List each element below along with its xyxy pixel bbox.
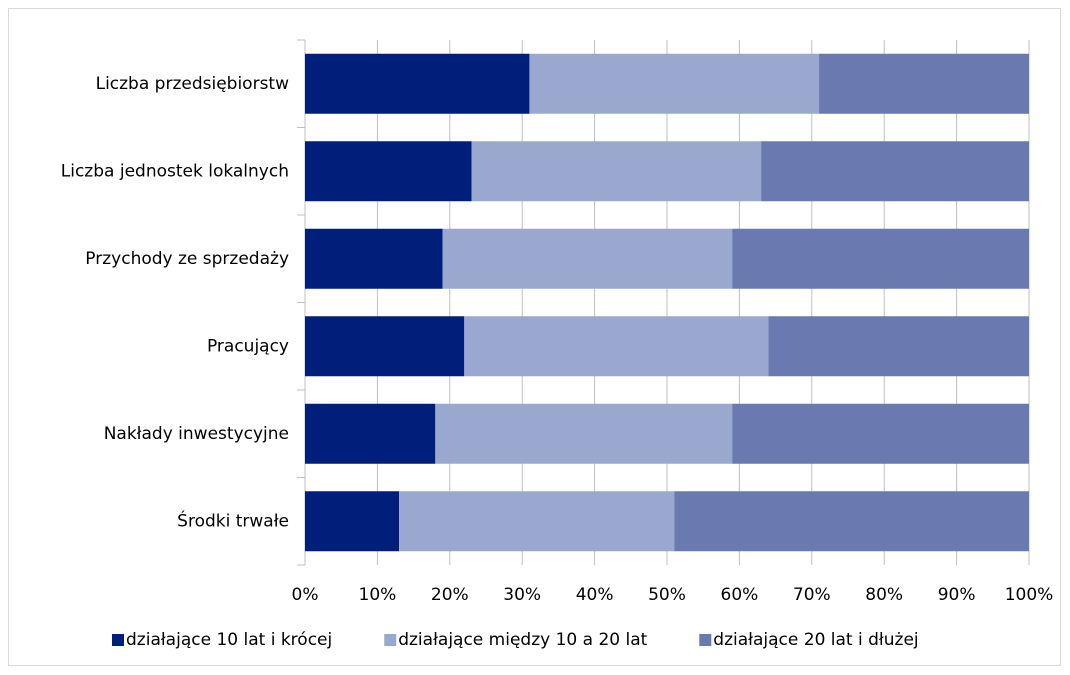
x-tick-label: 80% bbox=[865, 585, 903, 605]
bar-segment bbox=[442, 228, 733, 289]
y-tick-label: Liczba przedsiębiorstw bbox=[96, 74, 289, 94]
x-tick-label: 0% bbox=[292, 585, 319, 605]
legend-label: działające 20 lat i dłużej bbox=[713, 630, 918, 650]
bar-segment bbox=[305, 141, 472, 202]
bar-segment bbox=[399, 491, 675, 552]
bar-segment bbox=[761, 141, 1029, 202]
legend-label: działające między 10 a 20 lat bbox=[398, 630, 647, 650]
x-tick-label: 50% bbox=[648, 585, 686, 605]
y-tick-label: Liczba jednostek lokalnych bbox=[61, 161, 289, 181]
x-tick-label: 40% bbox=[576, 585, 614, 605]
bar-segment bbox=[471, 141, 762, 202]
bar-segment bbox=[529, 53, 820, 114]
x-tick-label: 60% bbox=[721, 585, 759, 605]
y-tick-label: Środki trwałe bbox=[177, 509, 289, 531]
bar-segment bbox=[819, 53, 1029, 114]
chart-frame bbox=[8, 8, 1061, 666]
legend-swatch bbox=[699, 634, 712, 646]
bar-segment bbox=[674, 491, 1029, 552]
bar-segment bbox=[305, 316, 465, 377]
x-tick-label: 100% bbox=[1005, 585, 1054, 605]
bar-segment bbox=[732, 228, 1029, 289]
bar-segment bbox=[435, 403, 733, 464]
y-tick-label: Nakłady inwestycyjne bbox=[104, 424, 289, 444]
x-tick-label: 10% bbox=[359, 585, 397, 605]
legend-label: działające 10 lat i krócej bbox=[126, 630, 332, 650]
bar-segment bbox=[305, 228, 443, 289]
bar-segment bbox=[305, 403, 436, 464]
legend-swatch bbox=[112, 634, 124, 646]
legend-swatch bbox=[384, 634, 397, 646]
x-tick-label: 30% bbox=[503, 585, 541, 605]
bar-segment bbox=[732, 403, 1029, 464]
y-tick-label: Przychody ze sprzedaży bbox=[85, 249, 289, 269]
y-tick-label: Pracujący bbox=[207, 336, 289, 356]
bar-segment bbox=[768, 316, 1029, 377]
bar-segment bbox=[305, 491, 400, 552]
bar-segment bbox=[464, 316, 769, 377]
x-tick-label: 90% bbox=[938, 585, 976, 605]
x-tick-label: 20% bbox=[431, 585, 469, 605]
x-tick-label: 70% bbox=[793, 585, 831, 605]
bar-segment bbox=[305, 53, 530, 114]
